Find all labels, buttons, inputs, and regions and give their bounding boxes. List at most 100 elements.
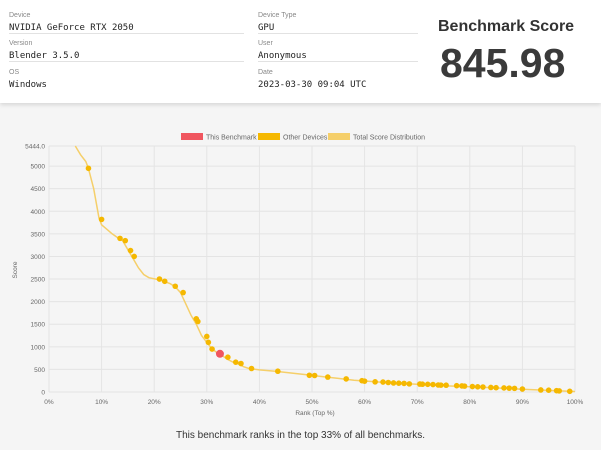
y-tick-label: 2000: [31, 299, 46, 306]
x-tick-label: 70%: [411, 399, 424, 406]
other-device-point[interactable]: [275, 368, 281, 375]
legend-swatch-other-devices[interactable]: [258, 133, 280, 140]
other-device-point[interactable]: [204, 333, 210, 340]
other-device-point[interactable]: [85, 165, 92, 172]
other-device-point[interactable]: [324, 374, 331, 380]
other-device-point[interactable]: [122, 237, 129, 244]
legend-label-other-devices[interactable]: Other Devices: [283, 135, 328, 142]
other-device-point[interactable]: [127, 247, 134, 254]
other-device-point[interactable]: [556, 388, 563, 394]
other-device-point[interactable]: [156, 276, 163, 282]
other-device-point[interactable]: [232, 359, 239, 365]
other-device-point[interactable]: [385, 379, 392, 386]
os-value: Windows: [9, 80, 47, 90]
other-device-point[interactable]: [117, 235, 123, 242]
other-device-point[interactable]: [306, 372, 313, 379]
y-tick-label: 0: [41, 390, 45, 397]
device-type-divider: [258, 33, 418, 34]
other-device-point[interactable]: [424, 381, 431, 388]
other-device-point[interactable]: [506, 385, 513, 391]
y-tick-label: 500: [34, 367, 45, 374]
y-axis-label: Score: [12, 261, 19, 278]
other-device-point[interactable]: [511, 385, 518, 392]
x-tick-label: 80%: [463, 399, 476, 406]
other-device-point[interactable]: [443, 382, 449, 389]
other-device-point[interactable]: [343, 376, 349, 382]
other-device-point[interactable]: [361, 378, 368, 384]
rank-caption: This benchmark ranks in the top 33% of a…: [175, 430, 425, 441]
other-device-point[interactable]: [225, 354, 231, 361]
other-device-point[interactable]: [180, 289, 186, 296]
other-device-point[interactable]: [545, 387, 552, 393]
other-device-point[interactable]: [131, 253, 138, 260]
device-divider: [9, 33, 244, 34]
chart-grid: [48, 145, 576, 393]
version-field: Version Blender 3.5.0: [9, 39, 244, 62]
benchmark-info-card: Device NVIDIA GeForce RTX 2050 Version B…: [0, 0, 601, 103]
other-device-point[interactable]: [488, 384, 494, 391]
other-device-point[interactable]: [493, 384, 499, 391]
other-device-point[interactable]: [419, 381, 426, 388]
legend-swatch-this-benchmark[interactable]: [181, 133, 203, 140]
y-tick-label: 3000: [31, 254, 46, 261]
user-field: User Anonymous: [258, 39, 418, 62]
other-device-point[interactable]: [238, 360, 244, 367]
other-device-point[interactable]: [161, 278, 168, 285]
other-device-point[interactable]: [438, 382, 444, 388]
other-device-point[interactable]: [172, 283, 179, 290]
x-tick-label: 60%: [358, 399, 371, 406]
other-device-point[interactable]: [195, 318, 201, 325]
device-field: Device NVIDIA GeForce RTX 2050: [9, 11, 244, 34]
x-tick-label: 30%: [200, 399, 213, 406]
x-tick-label: 10%: [95, 399, 108, 406]
other-device-point[interactable]: [209, 346, 215, 352]
user-value: Anonymous: [258, 51, 307, 61]
other-device-point[interactable]: [480, 384, 486, 390]
legend-label-distribution[interactable]: Total Score Distribution: [353, 135, 425, 142]
other-device-point[interactable]: [430, 381, 436, 388]
y-tick-label: 5444.0: [25, 144, 45, 151]
score-title: Benchmark Score: [438, 18, 575, 35]
other-device-point[interactable]: [566, 388, 573, 395]
other-device-point[interactable]: [372, 379, 378, 385]
x-axis-label: Rank (Top %): [295, 410, 334, 417]
other-device-point[interactable]: [474, 384, 481, 390]
device-type-value: GPU: [258, 23, 275, 33]
other-device-point[interactable]: [538, 387, 544, 393]
y-tick-label: 1500: [31, 322, 46, 329]
x-tick-label: 90%: [516, 399, 529, 406]
other-device-point[interactable]: [248, 365, 255, 372]
y-axis-ticks: 0 500 1000 1500 2000 2500 3000 3500 4000 4500 5000…: [25, 144, 45, 397]
other-device-point[interactable]: [501, 385, 507, 391]
other-device-point[interactable]: [205, 339, 212, 346]
y-tick-label: 4000: [31, 209, 46, 216]
other-device-point[interactable]: [519, 386, 526, 392]
version-divider: [9, 61, 244, 62]
other-device-point[interactable]: [311, 372, 318, 379]
other-device-point[interactable]: [390, 380, 397, 386]
distribution-line: [74, 145, 576, 393]
other-device-point[interactable]: [461, 383, 468, 389]
x-tick-label: 100%: [567, 399, 584, 406]
legend-swatch-distribution[interactable]: [328, 133, 350, 140]
date-label: Date: [258, 69, 273, 76]
other-device-point[interactable]: [469, 383, 476, 390]
y-tick-label: 2500: [31, 277, 46, 284]
chart-legend: This Benchmark Other Devices Total Score…: [181, 133, 425, 142]
x-axis-ticks: 0% 10% 20% 30% 40% 50% 60% 70% 80% 90% 100%: [44, 399, 583, 406]
other-device-point[interactable]: [453, 382, 460, 389]
x-tick-label: 50%: [305, 399, 318, 406]
device-label: Device: [9, 12, 31, 19]
x-tick-label: 40%: [253, 399, 266, 406]
this-benchmark-point[interactable]: [215, 349, 224, 358]
other-device-point[interactable]: [406, 381, 413, 387]
version-value: Blender 3.5.0: [9, 51, 80, 61]
other-device-point[interactable]: [401, 380, 407, 387]
other-device-point[interactable]: [380, 379, 386, 385]
other-devices-points: [85, 165, 573, 395]
x-tick-label: 0%: [44, 399, 54, 406]
x-tick-label: 20%: [148, 399, 161, 406]
other-device-point[interactable]: [395, 380, 402, 386]
legend-label-this-benchmark[interactable]: This Benchmark: [206, 135, 257, 142]
other-device-point[interactable]: [98, 216, 105, 223]
